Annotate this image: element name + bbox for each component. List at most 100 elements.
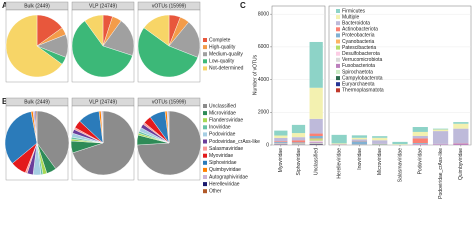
bar-segment: [453, 123, 469, 129]
x-tick-label: Unclassified: [313, 148, 319, 175]
x-tick-label: Quimbyviridae: [458, 148, 464, 180]
bar-segment: [372, 137, 388, 141]
bar-segment: [412, 138, 428, 144]
legend-label: Myoviridae: [209, 153, 233, 159]
legend-label: Proteobacteria: [342, 33, 375, 39]
bar-segment: [453, 128, 469, 144]
bar-segment: [453, 122, 469, 124]
bar-segment: [432, 128, 449, 130]
bar-segment: [291, 142, 306, 144]
pie-slice: [168, 21, 201, 58]
legend-key: [203, 182, 207, 187]
panel-label: B: [2, 97, 8, 106]
legend-key: [203, 45, 207, 50]
pie-slice: [36, 110, 70, 170]
legend-key: [336, 45, 340, 50]
legend-label: Bacteroidota: [342, 21, 370, 27]
legend-label: Siphoviridae: [209, 160, 237, 166]
legend-key: [203, 160, 207, 165]
bar-segment: [309, 133, 323, 137]
legend-label: Microviridae: [209, 110, 236, 116]
legend-label: Campylobacterota: [342, 75, 383, 81]
legend-label: Medium-quality: [209, 52, 243, 58]
legend-label: Salasmaviridae: [209, 146, 243, 152]
legend-key: [203, 59, 207, 64]
bar-segment: [274, 135, 288, 138]
legend-label: Desulfobacterota: [342, 51, 380, 57]
legend-key: [336, 82, 340, 87]
y-tick-label: 6000: [258, 44, 269, 50]
facet-panel: [328, 5, 472, 146]
legend-key: [203, 111, 207, 116]
bar-segment: [351, 139, 368, 142]
bar-segment: [331, 134, 347, 144]
bar-segment: [351, 135, 368, 138]
legend-label: Quimbyviridae: [209, 167, 241, 173]
x-tick-label: Siphoviridae: [296, 148, 302, 176]
legend-key: [336, 57, 340, 62]
bar-segment: [412, 127, 428, 132]
bar-segment: [291, 124, 306, 134]
legend-key: [336, 9, 340, 13]
bar-segment: [309, 143, 323, 144]
bar-segment: [274, 141, 288, 143]
bar-segment: [372, 140, 388, 144]
pie-slice: [35, 110, 38, 144]
legend-label: Cyanobacteria: [342, 39, 374, 45]
legend-label: Not-determined: [209, 66, 244, 72]
pie-slice: [143, 14, 170, 47]
figure: A Bulk (2449) VLP (24749) vOTUs (15999) Comp…: [2, 1, 472, 199]
pie-title: Bulk (2449): [24, 100, 50, 106]
bar-segment: [309, 87, 323, 119]
legend-key: [203, 189, 207, 194]
bar-segment: [392, 141, 408, 145]
pie-slice: [137, 27, 199, 78]
pie-slice: [102, 20, 135, 56]
pie-slice: [4, 111, 38, 164]
page: A Bulk (2449) VLP (24749) vOTUs (15999) Comp…: [2, 1, 472, 199]
x-tick-label: Myoviridae: [278, 148, 284, 172]
bar-segment: [351, 137, 368, 140]
legend-label: Low-quality: [209, 59, 235, 65]
y-tick-label: 4000: [258, 77, 269, 83]
pie-slice: [84, 14, 104, 47]
bar-segment: [432, 144, 449, 145]
legend-key: [203, 66, 207, 71]
bar-segment: [453, 143, 469, 145]
legend-label: High-quality: [209, 44, 236, 50]
y-tick-label: 0: [266, 142, 269, 148]
bar-segment: [309, 141, 323, 143]
legend-label: Unclassified: [209, 103, 236, 109]
legend-label: Complete: [209, 37, 231, 43]
bar-segment: [412, 144, 428, 145]
legend-key: [336, 70, 340, 74]
legend-label: Podoviridae: [209, 132, 236, 138]
legend-label: Inoviridae: [209, 125, 231, 131]
legend-key: [203, 52, 207, 57]
pie-title: vOTUs (15999): [152, 4, 187, 10]
pie-title: VLP (24749): [89, 4, 117, 10]
bar-segment: [291, 133, 306, 138]
pie-slice: [5, 14, 63, 78]
legend-label: Flandersviridae: [209, 118, 243, 124]
bar-segment: [291, 137, 306, 141]
y-axis-title: Number of vOTUs: [252, 54, 258, 95]
legend-key: [336, 21, 340, 26]
legend-label: Actinobacteriota: [342, 27, 378, 33]
bar-segment: [331, 143, 347, 145]
bar-segment: [309, 138, 323, 140]
legend-key: [203, 146, 207, 151]
legend-label: Spirochaetota: [342, 69, 373, 75]
legend-label: Autographiviridae: [209, 174, 248, 180]
legend-key: [203, 118, 207, 123]
bar-segment: [432, 131, 449, 144]
legend-key: [336, 63, 340, 68]
bar-segment: [309, 118, 323, 134]
x-tick-label: Podoviridae_crAss-like: [438, 148, 444, 199]
legend-key: [336, 27, 340, 32]
bar-segment: [274, 130, 288, 136]
legend-key: [203, 132, 207, 137]
legend-label: Multiple: [342, 14, 359, 20]
panel-label: C: [240, 1, 246, 10]
legend-key: [203, 38, 207, 42]
